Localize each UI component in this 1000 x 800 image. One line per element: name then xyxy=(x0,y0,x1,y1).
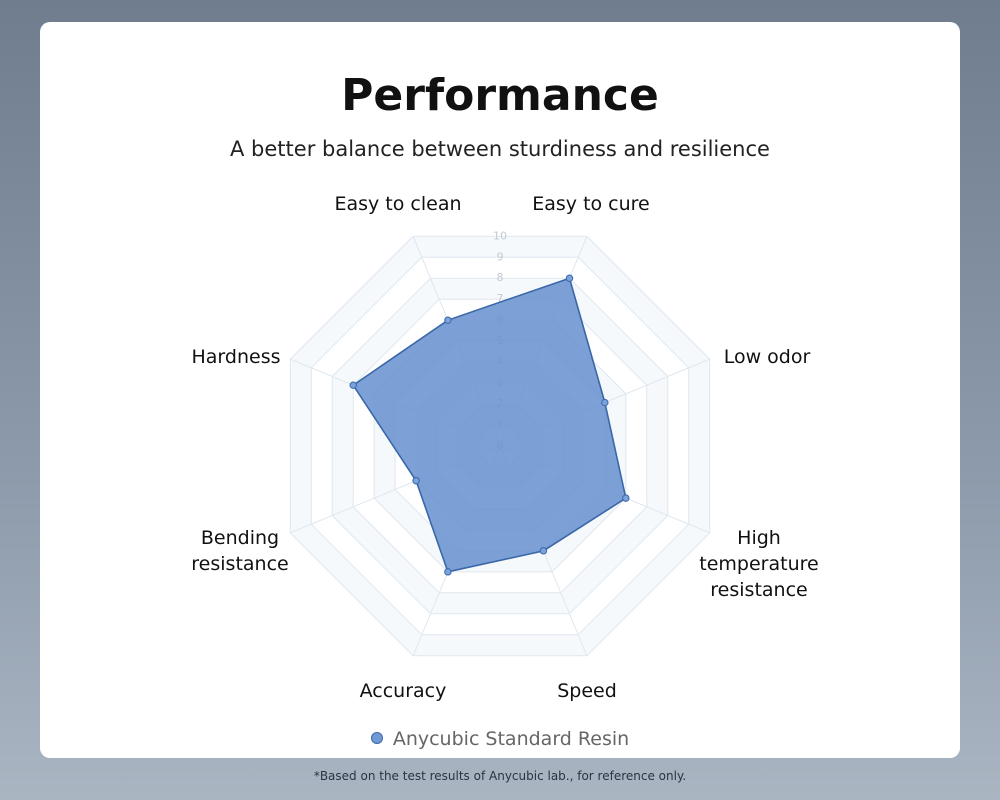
axis-label: Accuracy xyxy=(359,680,447,702)
data-point xyxy=(349,381,357,389)
axis-label: High temperature resistance xyxy=(699,527,819,601)
y-tick-label: 10 xyxy=(493,229,507,242)
axis-label: Speed xyxy=(557,680,617,702)
y-tick-label: 9 xyxy=(497,250,504,263)
legend-label: Anycubic Standard Resin xyxy=(392,728,630,750)
data-point xyxy=(444,568,452,576)
axis-label: Low odor xyxy=(723,346,811,368)
axis-label: Bending resistance xyxy=(191,527,289,575)
data-point xyxy=(444,316,452,324)
axis-label: Easy to cure xyxy=(532,193,650,215)
chart-subtitle: A better balance between sturdiness and … xyxy=(230,137,770,161)
legend: Anycubic Standard Resin xyxy=(0,728,1000,750)
axis-label: Easy to clean xyxy=(334,193,462,215)
data-point xyxy=(565,274,574,282)
data-point xyxy=(412,477,420,485)
y-tick-label: 7 xyxy=(497,292,504,305)
data-point xyxy=(539,547,548,555)
chart-title: Performance xyxy=(341,70,659,121)
data-point xyxy=(601,398,609,407)
axis-label: Hardness xyxy=(191,346,281,368)
data-point xyxy=(622,494,630,502)
y-tick-label: 8 xyxy=(497,271,504,284)
legend-marker xyxy=(370,731,383,744)
footnote: *Based on the test results of Anycubic l… xyxy=(313,769,687,783)
